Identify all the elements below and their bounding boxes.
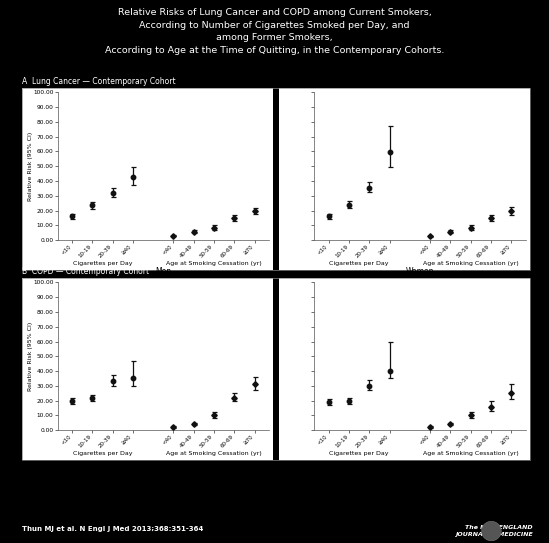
Text: Women: Women [406,267,434,276]
Text: Cigarettes per Day: Cigarettes per Day [329,261,389,266]
Text: Cigarettes per Day: Cigarettes per Day [329,451,389,456]
Text: Age at Smoking Cessation (yr): Age at Smoking Cessation (yr) [166,451,262,456]
Text: A  Lung Cancer — Contemporary Cohort: A Lung Cancer — Contemporary Cohort [22,77,176,86]
Text: Cigarettes per Day: Cigarettes per Day [72,451,132,456]
Text: Men: Men [155,267,171,276]
Y-axis label: Relative Risk (95% CI): Relative Risk (95% CI) [28,131,33,201]
Text: Women: Women [406,77,434,86]
Text: Cigarettes per Day: Cigarettes per Day [72,261,132,266]
Text: Men: Men [155,77,171,86]
Text: B  COPD — Contemporary Cohort: B COPD — Contemporary Cohort [22,268,149,276]
Text: Age at Smoking Cessation (yr): Age at Smoking Cessation (yr) [423,451,519,456]
Text: Thun MJ et al. N Engl J Med 2013;368:351-364: Thun MJ et al. N Engl J Med 2013;368:351… [22,526,203,533]
Text: Relative Risks of Lung Cancer and COPD among Current Smokers,
According to Numbe: Relative Risks of Lung Cancer and COPD a… [105,8,444,55]
Text: The NEW ENGLAND
JOURNAL of MEDICINE: The NEW ENGLAND JOURNAL of MEDICINE [455,525,533,537]
Text: Age at Smoking Cessation (yr): Age at Smoking Cessation (yr) [166,261,262,266]
Y-axis label: Relative Risk (95% CI): Relative Risk (95% CI) [28,321,33,391]
Text: Age at Smoking Cessation (yr): Age at Smoking Cessation (yr) [423,261,519,266]
